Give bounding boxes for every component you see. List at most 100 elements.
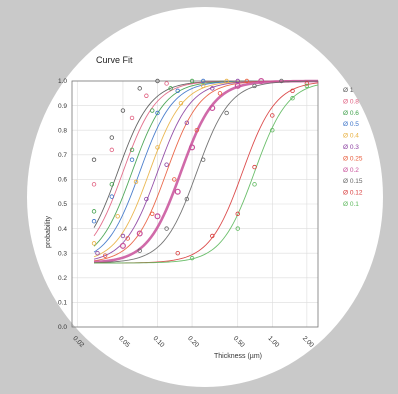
point-6-6 <box>244 78 250 84</box>
legend-entry-8: Ø 0.15 <box>343 178 363 185</box>
point-5-4 <box>184 120 190 126</box>
x-tick-label-0: 0.02 <box>71 335 85 349</box>
point-7-1 <box>136 230 143 237</box>
curve-5 <box>93 80 318 260</box>
curve-8 <box>94 80 319 264</box>
point-1-2 <box>129 115 135 121</box>
legend: Ø 1 Ø 0.8 Ø 0.6 Ø 0.5 Ø 0.4 Ø 0.3 Ø 0.25 Ø 0.2 Ø… <box>343 87 363 208</box>
point-9-5 <box>290 88 295 94</box>
point-0-4 <box>155 78 160 84</box>
y-tick-label-3: 0.3 <box>58 250 67 257</box>
x-tick-label-3: 0.20 <box>186 335 200 349</box>
point-6-5 <box>217 91 223 96</box>
point-2-2 <box>129 147 135 153</box>
y-tick-label-2: 0.2 <box>58 275 67 282</box>
point-5-0 <box>95 250 100 256</box>
point-10-0 <box>189 255 195 261</box>
point-3-3 <box>155 110 160 116</box>
point-7-2 <box>154 213 161 220</box>
grid-lines <box>72 80 318 328</box>
x-tick-label-1: 0.05 <box>117 335 131 349</box>
point-7-4 <box>189 144 196 151</box>
point-5-6 <box>235 78 240 84</box>
point-1-3 <box>144 93 149 98</box>
point-8-6 <box>279 78 284 84</box>
y-axis-label: probability <box>45 216 52 248</box>
legend-entry-9: Ø 0.12 <box>343 190 363 197</box>
point-9-6 <box>304 81 310 86</box>
y-tick-label-10: 1.0 <box>58 78 67 85</box>
y-tick-label-4: 0.4 <box>58 226 67 233</box>
plot-frame <box>71 80 319 328</box>
data-points <box>91 77 310 261</box>
x-tick-label-5: 1.00 <box>266 335 280 349</box>
point-2-0 <box>91 209 97 214</box>
point-2-1 <box>109 182 115 187</box>
legend-entry-10: Ø 0.1 <box>343 201 359 208</box>
y-tick-label-7: 0.7 <box>58 152 67 159</box>
point-6-4 <box>194 127 200 133</box>
point-2-3 <box>150 108 155 113</box>
fitted-curves <box>93 79 319 264</box>
x-tick-label-4: 0.50 <box>232 335 246 349</box>
x-tick-labels: 0.02 0.05 0.10 0.20 0.50 1.00 2.00 <box>71 335 315 349</box>
point-10-3 <box>270 127 275 133</box>
curve-1 <box>93 80 318 237</box>
point-4-6 <box>224 78 229 84</box>
y-tick-label-8: 0.8 <box>58 127 67 134</box>
curve-10 <box>94 84 319 264</box>
curve-7 <box>93 79 319 264</box>
legend-entry-1: Ø 0.8 <box>343 98 359 105</box>
point-9-0 <box>175 250 180 256</box>
point-9-3 <box>252 164 257 170</box>
point-1-0 <box>91 182 97 187</box>
legend-entry-6: Ø 0.25 <box>343 155 363 162</box>
point-6-1 <box>125 236 130 241</box>
circular-vignette <box>27 7 383 387</box>
chart-title: Curve Fit <box>96 55 133 65</box>
point-3-1 <box>109 194 115 199</box>
point-5-1 <box>120 233 126 239</box>
point-1-4 <box>164 81 169 86</box>
point-7-5 <box>209 105 216 112</box>
curve-0 <box>93 80 318 228</box>
point-3-2 <box>129 157 135 162</box>
point-5-3 <box>164 162 169 167</box>
point-7-6 <box>234 82 241 89</box>
point-7-3 <box>174 188 181 195</box>
y-tick-label-5: 0.5 <box>58 201 67 208</box>
point-0-0 <box>91 157 97 162</box>
point-8-0 <box>137 248 142 253</box>
point-8-4 <box>224 110 229 116</box>
point-8-2 <box>184 196 190 202</box>
point-10-1 <box>235 226 240 231</box>
point-10-4 <box>290 96 295 101</box>
point-8-1 <box>164 226 169 231</box>
y-tick-label-1: 0.1 <box>58 300 67 307</box>
point-2-5 <box>189 78 195 84</box>
point-10-2 <box>252 182 257 187</box>
point-8-3 <box>200 157 206 162</box>
point-9-1 <box>210 233 215 239</box>
point-0-2 <box>120 108 126 113</box>
point-4-5 <box>200 83 206 89</box>
y-tick-label-9: 0.9 <box>58 103 67 110</box>
point-0-1 <box>109 135 115 140</box>
point-0-3 <box>137 86 142 91</box>
legend-entry-2: Ø 0.6 <box>343 110 359 117</box>
point-9-4 <box>270 113 275 118</box>
point-9-2 <box>235 211 240 217</box>
legend-entry-3: Ø 0.5 <box>343 121 359 128</box>
point-7-0 <box>119 242 126 249</box>
point-4-4 <box>178 100 184 106</box>
point-5-2 <box>144 196 149 202</box>
x-tick-label-2: 0.10 <box>152 335 166 349</box>
point-3-5 <box>200 78 206 84</box>
x-tick-label-6: 2.00 <box>301 335 315 349</box>
legend-entry-7: Ø 0.2 <box>343 167 359 174</box>
point-7-7 <box>258 77 265 84</box>
point-5-5 <box>210 86 215 91</box>
y-tick-labels: 0.0 0.1 0.2 0.3 0.4 0.5 0.6 0.7 0.8 0.9 1.0 <box>58 78 67 331</box>
